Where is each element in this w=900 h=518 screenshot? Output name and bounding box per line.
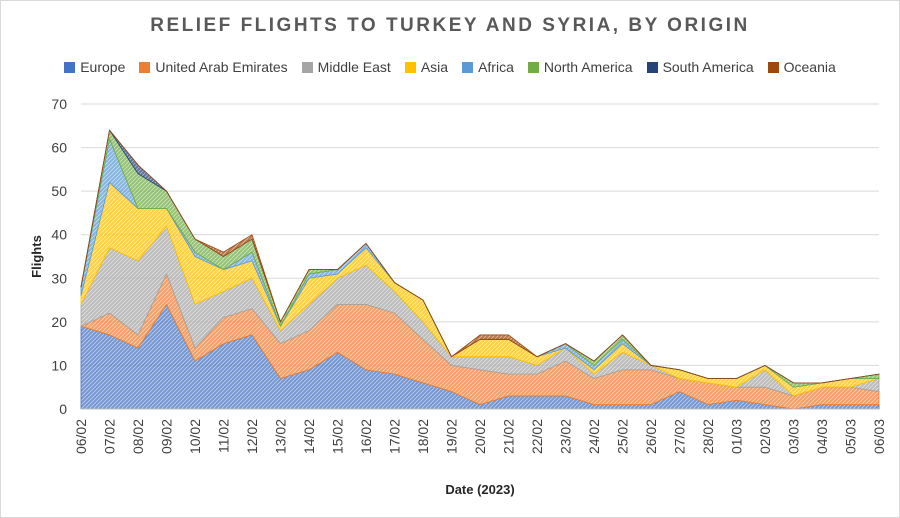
x-tick-label: 25/02 <box>615 419 631 454</box>
x-tick-label: 19/02 <box>444 419 460 454</box>
legend-label: North America <box>543 59 633 75</box>
x-tick-label: 26/02 <box>643 419 659 454</box>
legend-swatch-oceania <box>767 61 779 73</box>
legend-swatch-south-america <box>646 61 658 73</box>
legend-label: Middle East <box>317 59 391 75</box>
x-tick-label: 27/02 <box>672 419 688 454</box>
x-tick-label: 16/02 <box>358 419 374 454</box>
x-tick-label: 07/02 <box>102 419 118 454</box>
legend-item-asia: Asia <box>404 59 449 75</box>
area-series-group <box>80 129 880 410</box>
y-tick-label: 60 <box>51 140 67 156</box>
x-tick-label: 05/03 <box>843 419 859 454</box>
x-tick-label: 10/02 <box>187 419 203 454</box>
legend-label: Asia <box>420 59 449 75</box>
legend-swatch-united-arab-emirates <box>139 61 151 73</box>
y-tick-label: 50 <box>51 183 67 199</box>
area-oceania <box>80 129 880 384</box>
legend-label: South America <box>662 59 754 75</box>
x-tick-label: 24/02 <box>586 419 602 454</box>
x-tick-label: 09/02 <box>159 419 175 454</box>
x-tick-label: 22/02 <box>529 419 545 454</box>
x-tick-label: 03/03 <box>786 419 802 454</box>
legend-label: United Arab Emirates <box>155 59 288 75</box>
y-tick-label: 70 <box>51 96 67 112</box>
legend-item-europe: Europe <box>64 59 125 75</box>
legend-swatch-europe <box>64 61 76 73</box>
x-tick-label: 17/02 <box>387 419 403 454</box>
legend-item-middle-east: Middle East <box>301 59 391 75</box>
y-tick-label: 0 <box>59 401 67 417</box>
x-tick-label: 13/02 <box>273 419 289 454</box>
x-tick-label: 28/02 <box>700 419 716 454</box>
legend-item-north-america: North America <box>527 59 633 75</box>
legend-label: Europe <box>80 59 126 75</box>
x-tick-label: 23/02 <box>558 419 574 454</box>
x-tick-label: 02/03 <box>757 419 773 454</box>
legend-item-united-arab-emirates: United Arab Emirates <box>139 59 288 75</box>
x-tick-label: 15/02 <box>330 419 346 454</box>
x-axis-title: Date (2023) <box>445 482 514 497</box>
legend-item-oceania: Oceania <box>767 59 836 75</box>
legend-swatch-africa <box>462 61 474 73</box>
chart-title: RELIEF FLIGHTS TO TURKEY AND SYRIA, BY O… <box>150 15 750 36</box>
y-axis-title: Flights <box>29 235 44 278</box>
chart-legend: Europe United Arab Emirates Middle East Asi… <box>1 59 899 75</box>
legend-swatch-north-america <box>527 61 539 73</box>
x-tick-label: 12/02 <box>244 419 260 454</box>
y-tick-label: 20 <box>51 314 67 330</box>
x-tick-label: 08/02 <box>130 419 146 454</box>
legend-label: Oceania <box>783 59 836 75</box>
x-tick-label: 11/02 <box>216 419 232 453</box>
legend-swatch-middle-east <box>301 61 313 73</box>
legend-swatch-asia <box>404 61 416 73</box>
legend-item-south-america: South America <box>646 59 754 75</box>
x-tick-label: 04/03 <box>814 419 830 454</box>
y-tick-label: 10 <box>51 357 67 373</box>
x-tick-label: 18/02 <box>415 419 431 454</box>
legend-item-africa: Africa <box>462 59 514 75</box>
legend-label: Africa <box>478 59 514 75</box>
y-tick-label: 30 <box>51 270 67 286</box>
x-tick-label: 06/02 <box>73 419 89 454</box>
x-tick-label: 21/02 <box>501 419 517 454</box>
x-tick-label: 14/02 <box>301 419 317 454</box>
x-tick-label: 20/02 <box>472 419 488 454</box>
x-tick-label: 01/03 <box>729 419 745 454</box>
y-tick-label: 40 <box>51 227 67 243</box>
x-tick-label: 06/03 <box>871 419 887 454</box>
